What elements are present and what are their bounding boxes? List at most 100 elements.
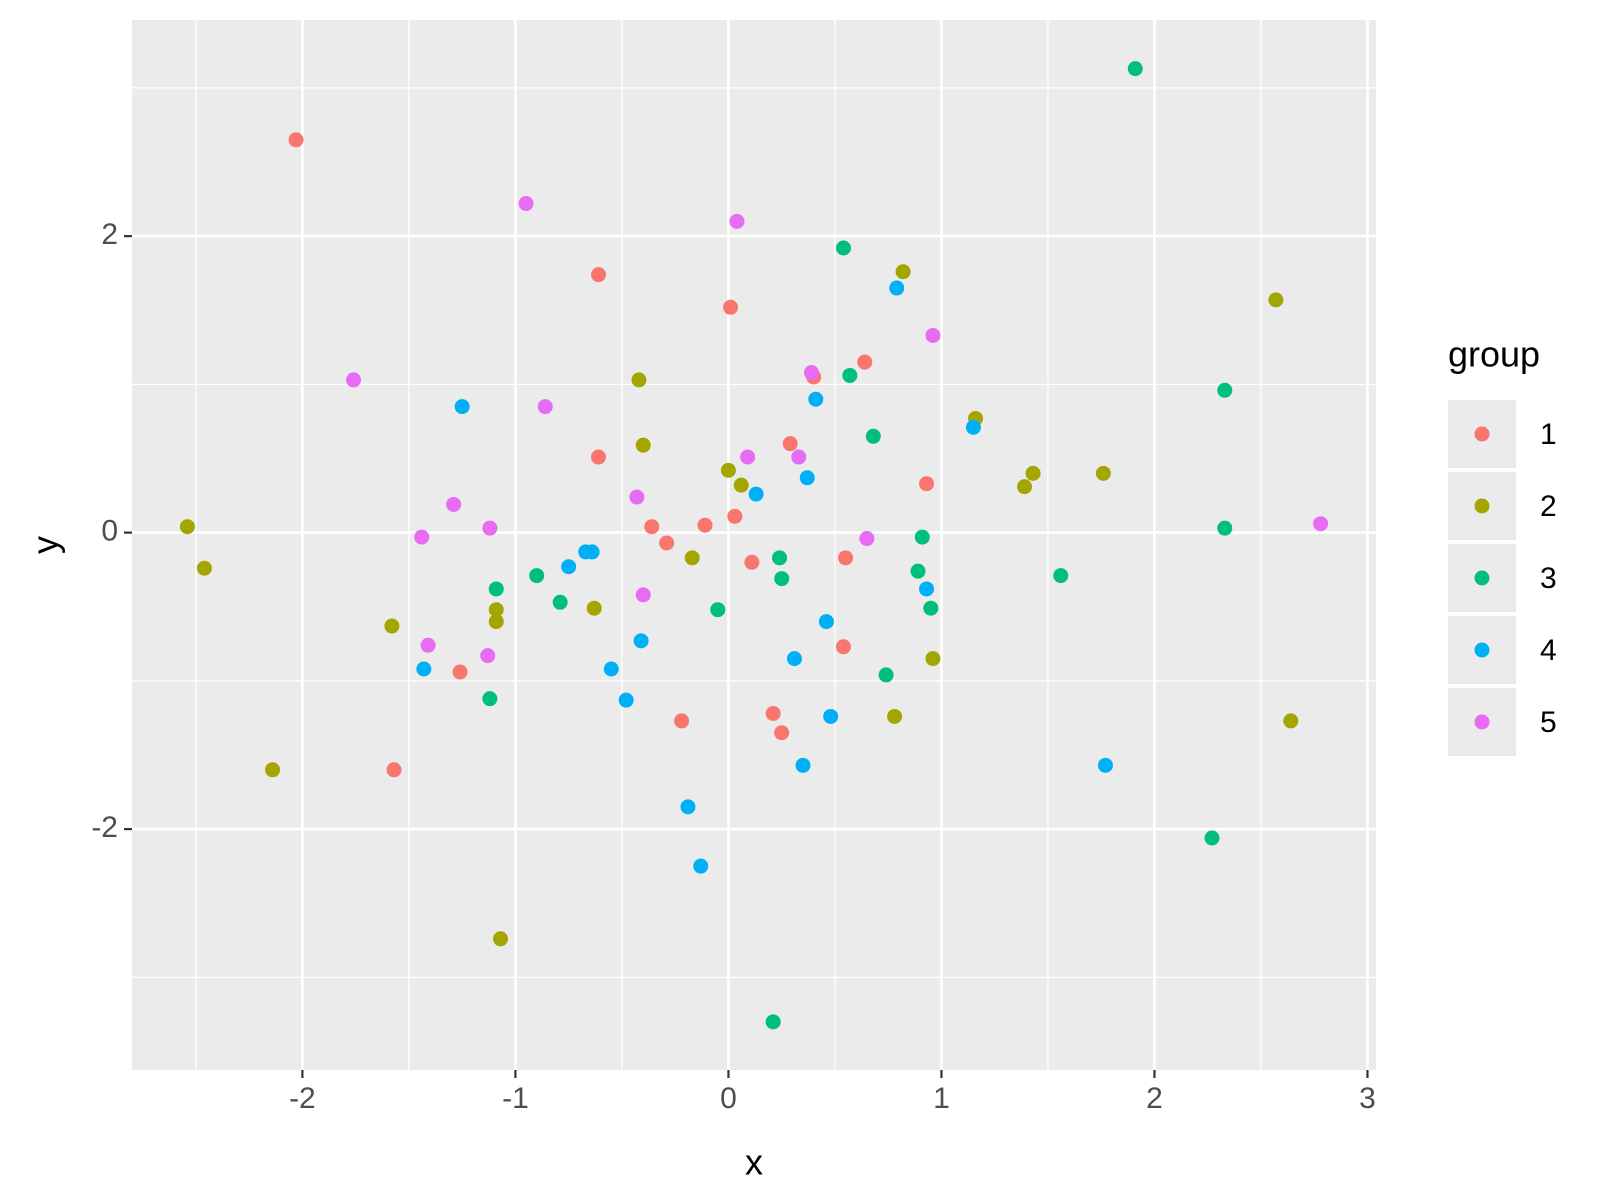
legend-swatch <box>1474 498 1490 514</box>
point <box>1053 568 1069 584</box>
legend-swatch <box>1474 642 1490 658</box>
point <box>799 470 815 486</box>
point <box>1268 292 1284 308</box>
legend-label: 5 <box>1540 706 1557 739</box>
point <box>923 600 939 616</box>
point <box>835 639 851 655</box>
y-tick-label: 2 <box>101 218 118 251</box>
points <box>179 61 1329 1030</box>
point <box>818 614 834 630</box>
point <box>782 436 798 452</box>
point <box>765 705 781 721</box>
grid <box>132 20 1376 1070</box>
point <box>196 560 212 576</box>
point <box>635 587 651 603</box>
x-axis-title: x <box>745 1142 763 1183</box>
y-tick-label: -2 <box>91 811 118 844</box>
point <box>446 496 462 512</box>
point <box>488 581 504 597</box>
point <box>414 529 430 545</box>
legend-label: 1 <box>1540 418 1557 451</box>
point <box>288 132 304 148</box>
point <box>386 762 402 778</box>
point <box>744 554 760 570</box>
legend-swatch <box>1474 426 1490 442</box>
point <box>659 535 675 551</box>
point <box>384 618 400 634</box>
point <box>1217 382 1233 398</box>
point <box>740 449 756 465</box>
point <box>914 529 930 545</box>
point <box>919 476 935 492</box>
point <box>420 637 436 653</box>
point <box>772 550 788 566</box>
point <box>697 517 713 533</box>
point <box>910 563 926 579</box>
x-tick-label: 2 <box>1146 1082 1163 1115</box>
point <box>488 614 504 630</box>
point <box>631 372 647 388</box>
point <box>674 713 690 729</box>
panel <box>132 20 1376 1070</box>
point <box>804 365 820 381</box>
point <box>889 280 905 296</box>
point <box>179 519 195 535</box>
point <box>346 372 362 388</box>
x-tick-label: 1 <box>933 1082 950 1115</box>
point <box>895 264 911 280</box>
point <box>416 661 432 677</box>
point <box>887 708 903 724</box>
x-tick-label: -2 <box>289 1082 316 1115</box>
point <box>561 559 577 575</box>
point <box>518 196 534 212</box>
point <box>529 568 545 584</box>
point <box>1217 520 1233 536</box>
point <box>1095 465 1111 481</box>
legend-swatch <box>1474 714 1490 730</box>
point <box>1097 757 1113 773</box>
point <box>774 571 790 587</box>
point <box>786 651 802 667</box>
point <box>838 550 854 566</box>
point <box>586 600 602 616</box>
legend-label: 4 <box>1540 634 1557 667</box>
point <box>774 725 790 741</box>
point <box>1017 479 1033 495</box>
point <box>452 664 468 680</box>
point <box>748 486 764 502</box>
point <box>925 327 941 343</box>
legend-label: 2 <box>1540 490 1557 523</box>
point <box>1025 465 1041 481</box>
point <box>878 667 894 683</box>
point <box>857 354 873 370</box>
point <box>644 519 660 535</box>
point <box>591 449 606 465</box>
point <box>1313 516 1329 532</box>
point <box>493 931 509 947</box>
point <box>795 757 811 773</box>
point <box>865 428 881 444</box>
legend: 1 2 3 4 5 <box>1448 400 1557 756</box>
point <box>482 691 498 707</box>
point <box>488 602 504 618</box>
point <box>584 544 600 560</box>
point <box>925 651 941 667</box>
point <box>618 692 634 708</box>
point <box>791 449 807 465</box>
point <box>552 594 568 610</box>
point <box>965 419 981 435</box>
x-tick-label: 0 <box>720 1082 737 1115</box>
point <box>454 399 470 415</box>
point <box>633 633 649 649</box>
point <box>729 213 745 229</box>
y-axis-title: y <box>25 536 66 554</box>
point <box>1283 713 1299 729</box>
point <box>710 602 726 618</box>
point <box>859 531 875 547</box>
point <box>842 367 858 383</box>
point <box>765 1014 781 1030</box>
y-tick-label: 0 <box>101 515 118 548</box>
point <box>1127 61 1143 77</box>
point <box>635 437 651 453</box>
